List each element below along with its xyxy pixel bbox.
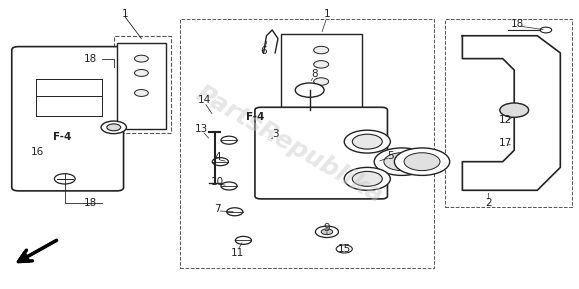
Circle shape (235, 236, 251, 244)
Text: 4: 4 (214, 152, 221, 162)
Text: PartsRepublika: PartsRepublika (192, 81, 387, 208)
Circle shape (321, 229, 333, 235)
Circle shape (134, 90, 148, 97)
Text: F-4: F-4 (245, 112, 264, 122)
FancyBboxPatch shape (12, 47, 123, 191)
Text: F-4: F-4 (53, 132, 71, 142)
Bar (113, 36, 171, 133)
Circle shape (107, 124, 120, 131)
Circle shape (336, 245, 352, 253)
Text: 6: 6 (260, 47, 267, 56)
FancyBboxPatch shape (255, 107, 387, 199)
Text: 9: 9 (324, 223, 330, 233)
Circle shape (227, 208, 243, 216)
Text: 16: 16 (31, 147, 45, 157)
Text: 1: 1 (324, 9, 330, 19)
Circle shape (101, 121, 126, 134)
Text: 18: 18 (84, 54, 97, 64)
Circle shape (404, 153, 440, 171)
Circle shape (500, 103, 529, 117)
Text: 3: 3 (272, 129, 278, 140)
Polygon shape (463, 36, 560, 190)
Circle shape (394, 148, 450, 175)
Text: 7: 7 (214, 204, 221, 214)
FancyArrowPatch shape (18, 240, 57, 262)
Circle shape (295, 83, 324, 97)
Text: 15: 15 (338, 244, 351, 254)
Circle shape (314, 46, 329, 54)
Circle shape (134, 70, 148, 76)
Circle shape (345, 130, 390, 153)
Circle shape (212, 158, 229, 166)
Circle shape (314, 78, 329, 85)
Text: 11: 11 (231, 248, 244, 258)
Circle shape (352, 171, 382, 186)
Circle shape (221, 136, 237, 144)
Text: 8: 8 (311, 69, 318, 79)
Circle shape (374, 148, 430, 175)
Text: 5: 5 (387, 151, 394, 161)
Circle shape (314, 61, 329, 68)
Circle shape (384, 153, 420, 171)
Text: 13: 13 (195, 124, 208, 134)
Text: 17: 17 (499, 138, 512, 148)
FancyBboxPatch shape (281, 34, 361, 112)
FancyBboxPatch shape (116, 43, 166, 129)
Text: 2: 2 (485, 198, 492, 208)
Circle shape (54, 174, 75, 184)
Circle shape (316, 226, 339, 238)
Text: 14: 14 (197, 95, 211, 105)
Circle shape (540, 27, 552, 33)
Circle shape (134, 55, 148, 62)
Circle shape (221, 182, 237, 190)
Text: 18: 18 (511, 19, 524, 29)
Bar (445, 18, 572, 208)
Bar (180, 18, 434, 268)
Text: 12: 12 (499, 115, 512, 125)
Circle shape (345, 167, 390, 190)
Circle shape (352, 134, 382, 149)
Text: 1: 1 (122, 9, 129, 19)
Text: 10: 10 (211, 177, 224, 187)
Text: 18: 18 (84, 198, 97, 208)
